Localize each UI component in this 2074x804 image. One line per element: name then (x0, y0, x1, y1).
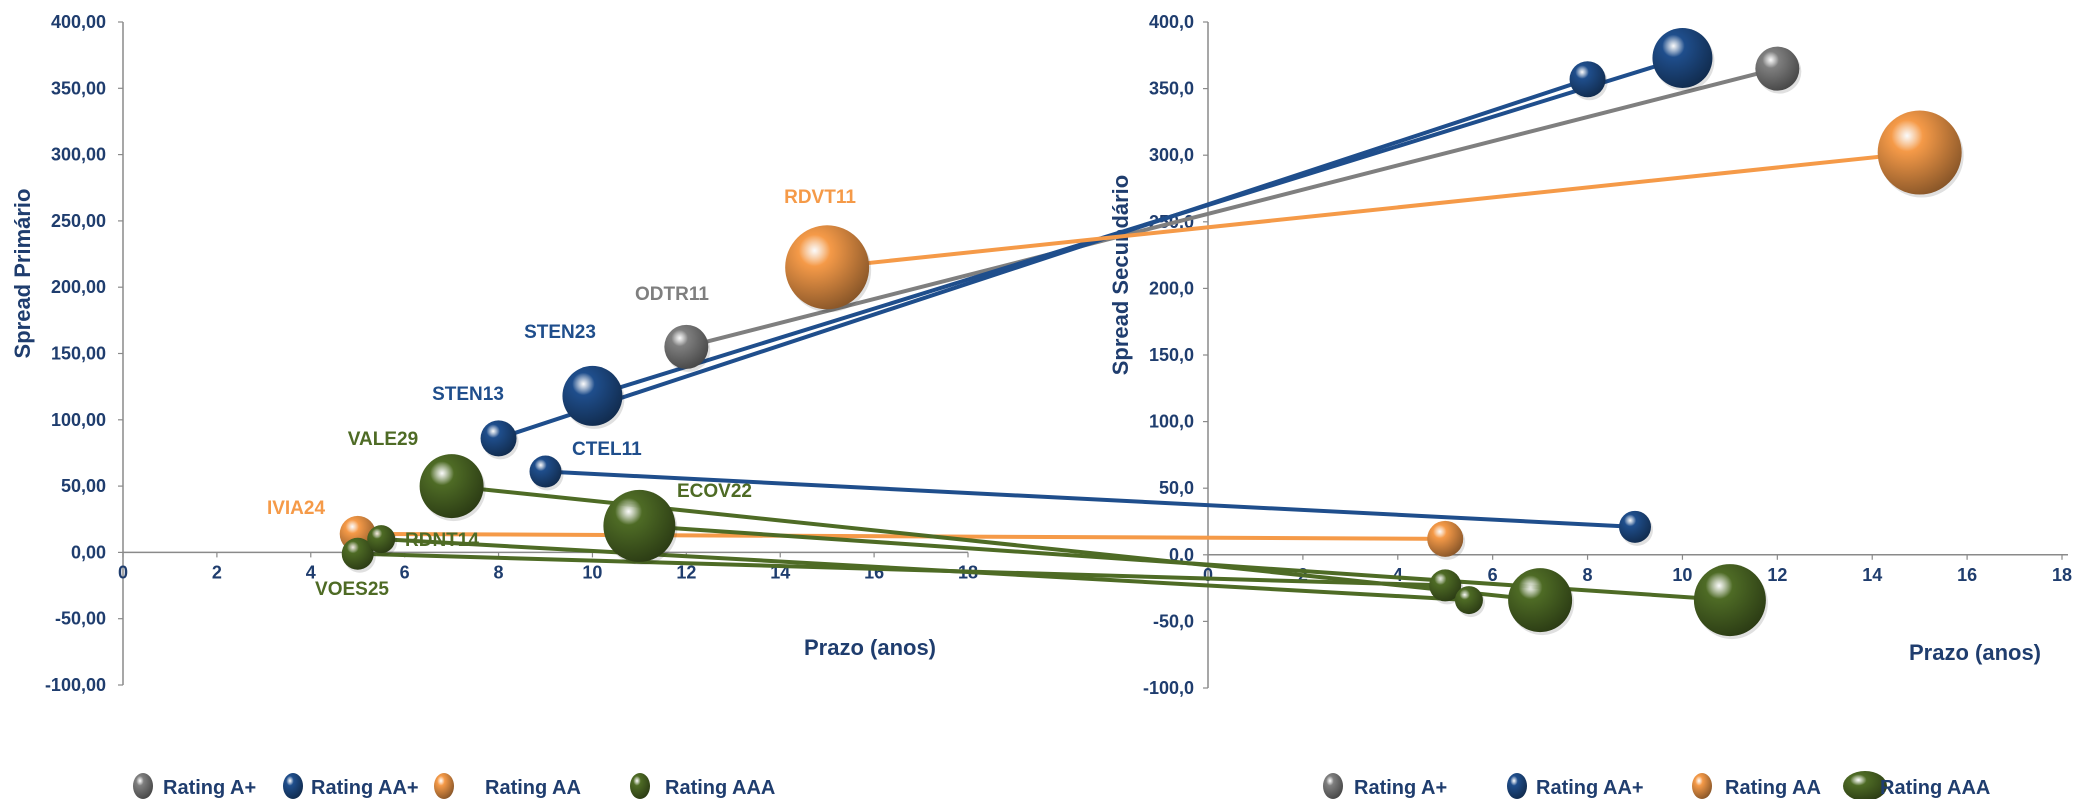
data-label-ecov22: ECOV22 (677, 481, 752, 502)
left-bubble-sten23 (562, 365, 623, 426)
left-x-tick-label: 12 (676, 562, 696, 582)
data-label-ctel11: CTEL11 (572, 439, 642, 460)
left-x-axis-title: Prazo (anos) (804, 635, 936, 660)
left-y-tick-label: 0,00 (71, 542, 106, 562)
left-bubble-sten13 (480, 420, 517, 457)
right-legend-label-3: Rating AAA (1880, 777, 1990, 799)
left-x-tick-label: 10 (582, 562, 602, 582)
left-legend-marker-1 (283, 773, 303, 799)
left-legend-marker-2 (434, 773, 454, 799)
left-y-tick-label: 150,00 (51, 344, 106, 364)
data-label-sten23: STEN23 (524, 322, 596, 343)
connector-line-ivia24 (355, 531, 1448, 541)
connector-line-ctel11 (543, 469, 1637, 529)
left-y-tick-label: 250,00 (51, 211, 106, 231)
left-bubble-ecov22 (603, 489, 676, 562)
right-legend-marker-2 (1692, 773, 1712, 799)
right-bubble-odtr11 (1755, 46, 1800, 91)
right-x-tick-label: 12 (1767, 565, 1787, 585)
right-y-tick-label: 0,0 (1169, 545, 1194, 565)
data-label-voes25: VOES25 (315, 579, 389, 600)
right-legend-marker-3 (1843, 771, 1887, 801)
left-bubble-odtr11 (664, 324, 709, 369)
right-y-tick-label: 350,0 (1149, 79, 1194, 99)
left-x-tick-label: 4 (306, 562, 316, 582)
left-bubble-voes25 (341, 537, 374, 570)
left-legend-label-0: Rating A+ (163, 777, 256, 799)
right-y-tick-label: 50,0 (1159, 478, 1194, 498)
left-y-tick-label: 200,00 (51, 277, 106, 297)
right-y-tick-label: -100,0 (1143, 678, 1194, 698)
left-bubble-rdvt11 (785, 225, 870, 310)
right-bubble-vale29 (1508, 568, 1573, 633)
right-x-tick-label: 6 (1488, 565, 1498, 585)
right-legend-marker-0 (1323, 773, 1343, 799)
left-x-tick-label: 0 (118, 562, 128, 582)
left-y-tick-label: 350,00 (51, 78, 106, 98)
right-y-tick-label: 200,0 (1149, 278, 1194, 298)
left-legend-label-1: Rating AA+ (311, 777, 419, 799)
right-bubble-ctel11 (1619, 510, 1651, 543)
right-bubble-voes25 (1429, 569, 1462, 602)
right-x-tick-label: 14 (1862, 565, 1882, 585)
left-y-tick-label: 100,00 (51, 410, 106, 430)
right-y-tick-label: 150,0 (1149, 345, 1194, 365)
left-x-tick-label: 6 (400, 562, 410, 582)
data-label-odtr11: ODTR11 (635, 284, 709, 305)
right-legend-marker-1 (1507, 773, 1527, 799)
right-bubble-sten13 (1569, 61, 1606, 98)
connector-line-voes25 (355, 551, 1448, 588)
right-x-tick-label: 18 (2052, 565, 2072, 585)
left-y-tick-label: 400,00 (51, 12, 106, 32)
data-label-rdnt14: RDNT14 (405, 530, 479, 551)
left-y-tick-label: -50,00 (55, 609, 106, 629)
right-y-tick-label: 100,0 (1149, 412, 1194, 432)
right-y-tick-label: -50,0 (1153, 611, 1194, 631)
right-legend-label-2: Rating AA (1725, 777, 1821, 799)
right-bubble-ivia24 (1427, 520, 1464, 557)
right-bubble-rdvt11 (1877, 110, 1962, 195)
right-x-axis-title: Prazo (anos) (1909, 640, 2041, 665)
left-legend-label-3: Rating AAA (665, 777, 775, 799)
connector-line-sten13 (496, 77, 1590, 441)
data-label-ivia24: IVIA24 (267, 498, 326, 519)
data-label-rdvt11: RDVT11 (784, 187, 856, 208)
left-legend-marker-3 (630, 773, 650, 799)
right-x-tick-label: 10 (1672, 565, 1692, 585)
left-bubble-ctel11 (529, 455, 562, 488)
left-y-axis-title: Spread Primário (10, 189, 35, 359)
connector-line-odtr11 (684, 66, 1780, 349)
left-bubble-vale29 (419, 454, 484, 519)
right-x-tick-label: 8 (1583, 565, 1593, 585)
right-x-tick-label: 0 (1203, 565, 1213, 585)
data-label-vale29: VALE29 (348, 429, 418, 450)
left-legend-marker-0 (133, 773, 153, 799)
data-label-sten13: STEN13 (432, 384, 504, 405)
right-bubble-ecov22 (1693, 564, 1766, 637)
right-bubble-sten23 (1652, 27, 1713, 88)
right-x-tick-label: 16 (1957, 565, 1977, 585)
left-x-tick-label: 2 (212, 562, 222, 582)
left-bubble-rdnt14 (367, 525, 396, 554)
left-x-tick-label: 8 (494, 562, 504, 582)
right-y-tick-label: 400,0 (1149, 12, 1194, 32)
left-y-tick-label: 50,00 (61, 476, 106, 496)
right-legend-label-1: Rating AA+ (1536, 777, 1644, 799)
right-y-tick-label: 300,0 (1149, 145, 1194, 165)
right-x-tick-label: 4 (1393, 565, 1403, 585)
left-legend-label-2: Rating AA (485, 777, 581, 799)
left-y-tick-label: 300,00 (51, 145, 106, 165)
left-y-tick-label: -100,00 (45, 675, 106, 695)
right-legend-label-0: Rating A+ (1354, 777, 1447, 799)
right-bubble-rdnt14 (1454, 586, 1483, 615)
right-y-axis-title: Spread Secundário (1108, 175, 1133, 376)
connector-line-rdvt11 (825, 150, 1922, 270)
